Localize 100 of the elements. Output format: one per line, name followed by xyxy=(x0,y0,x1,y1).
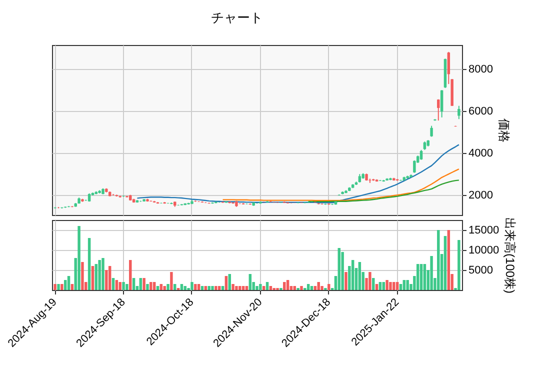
bar xyxy=(156,286,160,290)
bar xyxy=(368,272,372,290)
bar xyxy=(211,286,214,290)
bar xyxy=(70,284,74,290)
bar xyxy=(437,230,440,290)
bar xyxy=(248,274,252,290)
bar xyxy=(146,284,149,290)
candlestick xyxy=(420,149,423,160)
line-series xyxy=(308,180,460,202)
bar xyxy=(306,284,310,290)
bar xyxy=(341,252,344,290)
bar xyxy=(328,284,330,290)
bar xyxy=(64,280,67,290)
bar xyxy=(57,284,60,290)
bar xyxy=(173,284,176,290)
bar xyxy=(115,280,118,290)
bar xyxy=(396,282,399,290)
bar xyxy=(269,286,272,290)
bar xyxy=(386,280,388,290)
bar xyxy=(60,284,64,290)
y-tick-label: 4000 xyxy=(468,148,493,160)
bar xyxy=(286,280,290,290)
bar xyxy=(54,284,56,290)
candlestick xyxy=(458,105,460,120)
bar xyxy=(420,264,423,290)
bar xyxy=(458,240,460,290)
bar xyxy=(67,276,70,290)
line-series xyxy=(222,168,460,202)
y-tick-label: 5000 xyxy=(468,264,493,276)
y-axis-title: 出来高(100株) xyxy=(503,217,518,294)
bar xyxy=(358,262,362,290)
candlestick xyxy=(437,98,440,122)
bar xyxy=(184,286,186,290)
bar xyxy=(375,284,378,290)
bar xyxy=(232,284,234,290)
y-tick-label: 6000 xyxy=(468,106,493,118)
bar xyxy=(238,286,242,290)
bar xyxy=(256,286,258,290)
bar xyxy=(266,282,269,290)
bar xyxy=(163,286,166,290)
bar xyxy=(430,256,433,290)
bar xyxy=(190,282,194,290)
bar xyxy=(152,282,156,290)
bar xyxy=(214,286,218,290)
bar xyxy=(166,284,170,290)
bar xyxy=(197,284,200,290)
bar xyxy=(122,282,125,290)
bar xyxy=(338,248,341,290)
bar xyxy=(283,282,286,290)
bar xyxy=(108,266,112,290)
bar xyxy=(170,272,173,290)
bar xyxy=(91,266,94,290)
bar xyxy=(242,286,245,290)
bar xyxy=(245,286,248,290)
bar xyxy=(150,282,152,290)
y-tick-label: 10000 xyxy=(468,244,500,256)
bar xyxy=(392,282,396,290)
bar xyxy=(399,284,402,290)
bar xyxy=(112,278,115,290)
bar xyxy=(221,286,224,290)
bar xyxy=(129,260,132,290)
candlestick xyxy=(440,90,444,118)
bar xyxy=(344,272,348,290)
bar xyxy=(132,278,136,290)
bar xyxy=(372,278,375,290)
bar xyxy=(444,236,447,290)
bar xyxy=(423,264,426,290)
bar xyxy=(320,286,324,290)
bar xyxy=(317,282,320,290)
bar xyxy=(402,280,406,290)
bar xyxy=(382,282,385,290)
bar xyxy=(314,286,317,290)
bar xyxy=(94,264,98,290)
bar xyxy=(139,278,142,290)
bar xyxy=(235,286,238,290)
y-tick-label: 15000 xyxy=(468,224,500,236)
bar xyxy=(102,258,104,290)
bar xyxy=(293,286,296,290)
bar xyxy=(262,286,266,290)
bar xyxy=(208,286,210,290)
bar xyxy=(118,282,122,290)
y-tick-label: 2000 xyxy=(468,190,493,202)
bar xyxy=(160,284,163,290)
bar xyxy=(224,276,228,290)
bar xyxy=(389,282,392,290)
bar xyxy=(300,286,303,290)
bar xyxy=(218,286,221,290)
bar xyxy=(200,286,204,290)
bar xyxy=(126,284,128,290)
bar xyxy=(180,284,184,290)
bar xyxy=(228,274,231,290)
bar xyxy=(259,284,262,290)
y-axis-title: 価格 xyxy=(496,118,511,142)
bar xyxy=(351,260,354,290)
bar xyxy=(88,238,91,290)
bar xyxy=(78,226,80,290)
bar xyxy=(81,262,84,290)
bar xyxy=(98,260,101,290)
bar xyxy=(310,286,314,290)
bar xyxy=(406,280,409,290)
